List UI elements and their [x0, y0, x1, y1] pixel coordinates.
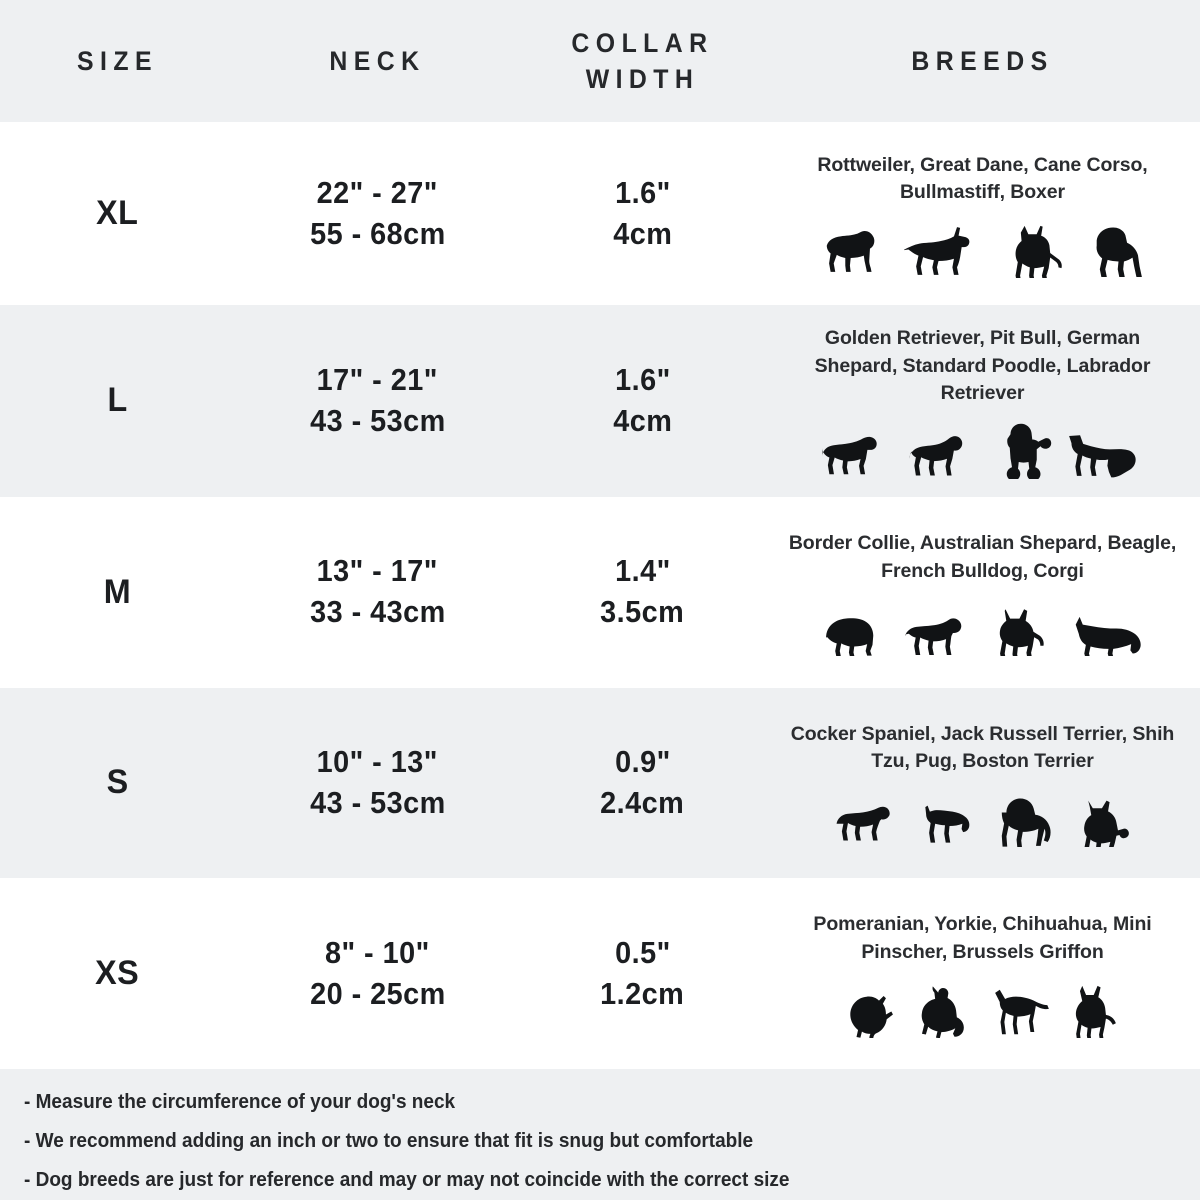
- pug-icon: [1083, 800, 1129, 848]
- row-collar-cell: 0.5" 1.2cm: [520, 878, 765, 1069]
- row-collar-cell: 1.4" 3.5cm: [520, 497, 765, 688]
- poodle-icon: [1006, 423, 1051, 480]
- great-dane-icon: [903, 226, 969, 275]
- size-label: XL: [96, 194, 139, 233]
- breeds-list-text: Rottweiler, Great Dane, Cane Corso, Bull…: [817, 153, 1148, 204]
- row-neck-cell: 10" - 13" 43 - 53cm: [235, 688, 520, 879]
- row-collar-cell: 0.9" 2.4cm: [520, 688, 765, 879]
- footer-note: - Dog breeds are just for reference and …: [24, 1169, 790, 1191]
- french-bulldog-icon: [999, 609, 1044, 657]
- neck-inches: 8" - 10": [325, 934, 430, 970]
- size-label: M: [103, 572, 132, 611]
- row-size-cell: XL: [0, 122, 235, 305]
- mini-pinscher-icon: [1075, 985, 1116, 1038]
- breeds-list-text: Cocker Spaniel, Jack Russell Terrier, Sh…: [790, 722, 1175, 773]
- collar-inches: 1.6": [614, 174, 671, 210]
- row-neck-cell: 8" - 10" 20 - 25cm: [235, 878, 520, 1069]
- chihuahua-icon: [994, 989, 1049, 1035]
- rottweiler-icon: [826, 230, 874, 272]
- neck-centimeters: 55 - 68cm: [309, 215, 446, 251]
- neck-inches: 17" - 21": [316, 362, 439, 398]
- row-breeds-cell: Rottweiler, Great Dane, Cane Corso, Bull…: [765, 122, 1200, 305]
- row-size-cell: M: [0, 497, 235, 688]
- neck-centimeters: 43 - 53cm: [309, 402, 446, 438]
- corgi-icon: [1075, 617, 1141, 657]
- cocker-spaniel-icon: [836, 806, 890, 841]
- collar-centimeters: 1.2cm: [600, 975, 685, 1011]
- yorkie-icon: [921, 986, 964, 1038]
- jack-russell-icon: [924, 805, 969, 843]
- column-header-collar-width: COLLAR WIDTH: [530, 25, 755, 98]
- table-row: L 17" - 21" 43 - 53cm 1.6" 4cm Golden Re…: [0, 305, 1200, 497]
- header-label-width: WIDTH: [585, 64, 700, 95]
- collar-centimeters: 4cm: [612, 215, 673, 251]
- row-collar-cell: 1.6" 4cm: [520, 305, 765, 497]
- row-breeds-cell: Cocker Spaniel, Jack Russell Terrier, Sh…: [765, 688, 1200, 879]
- header-label-collar: COLLAR: [571, 27, 714, 58]
- size-label: L: [107, 381, 128, 420]
- breed-silhouette-strip: [814, 216, 1152, 278]
- footer-note: - We recommend adding an inch or two to …: [24, 1130, 754, 1152]
- header-label-size: SIZE: [77, 45, 158, 76]
- bullmastiff-icon: [1096, 227, 1142, 277]
- row-size-cell: S: [0, 688, 235, 879]
- breed-silhouette-strip: [820, 594, 1146, 657]
- row-size-cell: L: [0, 305, 235, 497]
- shih-tzu-icon: [1001, 798, 1051, 848]
- collar-inches: 0.5": [614, 934, 671, 970]
- size-label: S: [106, 763, 129, 802]
- table-row: XS 8" - 10" 20 - 25cm 0.5" 1.2cm Pomeran…: [0, 878, 1200, 1069]
- row-collar-cell: 1.6" 4cm: [520, 122, 765, 305]
- row-size-cell: XS: [0, 878, 235, 1069]
- neck-centimeters: 43 - 53cm: [309, 784, 446, 820]
- neck-inches: 13" - 17": [316, 553, 439, 589]
- collar-centimeters: 4cm: [612, 402, 673, 438]
- row-neck-cell: 22" - 27" 55 - 68cm: [235, 122, 520, 305]
- row-neck-cell: 17" - 21" 43 - 53cm: [235, 305, 520, 497]
- german-shepherd-icon: [1068, 435, 1136, 478]
- neck-inches: 22" - 27": [316, 174, 439, 210]
- neck-centimeters: 33 - 43cm: [309, 594, 446, 630]
- breed-silhouette-strip: [818, 417, 1148, 480]
- collar-inches: 0.9": [614, 744, 671, 780]
- collar-centimeters: 3.5cm: [600, 594, 685, 630]
- breeds-list-text: Border Collie, Australian Shepard, Beagl…: [788, 532, 1177, 582]
- column-header-neck: NECK: [246, 43, 508, 79]
- column-header-size: SIZE: [9, 43, 225, 79]
- border-collie-icon: [825, 618, 873, 657]
- neck-inches: 10" - 13": [316, 744, 439, 780]
- table-row: M 13" - 17" 33 - 43cm 1.4" 3.5cm Border …: [0, 496, 1200, 688]
- breed-silhouette-strip: [832, 785, 1134, 848]
- collar-inches: 1.4": [614, 553, 671, 589]
- column-header-breeds: BREEDS: [782, 43, 1182, 79]
- breed-silhouette-strip: [841, 976, 1125, 1038]
- collar-inches: 1.6": [614, 362, 671, 398]
- neck-centimeters: 20 - 25cm: [309, 975, 446, 1011]
- breeds-list-text: Golden Retriever, Pit Bull, German Shepa…: [814, 326, 1151, 405]
- footer-notes: - Measure the circumference of your dog'…: [0, 1069, 1200, 1200]
- footer-note: - Measure the circumference of your dog'…: [24, 1091, 456, 1113]
- row-breeds-cell: Pomeranian, Yorkie, Chihuahua, Mini Pins…: [765, 878, 1200, 1069]
- header-label-breeds: BREEDS: [911, 45, 1054, 76]
- pomeranian-icon: [849, 995, 893, 1038]
- row-neck-cell: 13" - 17" 33 - 43cm: [235, 497, 520, 688]
- header-label-neck: NECK: [329, 45, 426, 76]
- row-breeds-cell: Golden Retriever, Pit Bull, German Shepa…: [765, 305, 1200, 497]
- table-row: XL 22" - 27" 55 - 68cm 1.6" 4cm Rottweil…: [0, 122, 1200, 306]
- breeds-list-text: Pomeranian, Yorkie, Chihuahua, Mini Pins…: [813, 913, 1152, 964]
- table-header-row: SIZE NECK COLLAR WIDTH BREEDS: [0, 0, 1200, 123]
- row-breeds-cell: Border Collie, Australian Shepard, Beagl…: [765, 497, 1200, 688]
- beagle-icon: [904, 618, 961, 656]
- size-label: XS: [95, 954, 140, 993]
- labrador-icon: [908, 436, 962, 476]
- collar-centimeters: 2.4cm: [600, 784, 685, 820]
- boxer-icon: [1015, 225, 1062, 278]
- table-row: S 10" - 13" 43 - 53cm 0.9" 2.4cm Cocker …: [0, 687, 1200, 879]
- golden-retriever-icon: [822, 436, 877, 475]
